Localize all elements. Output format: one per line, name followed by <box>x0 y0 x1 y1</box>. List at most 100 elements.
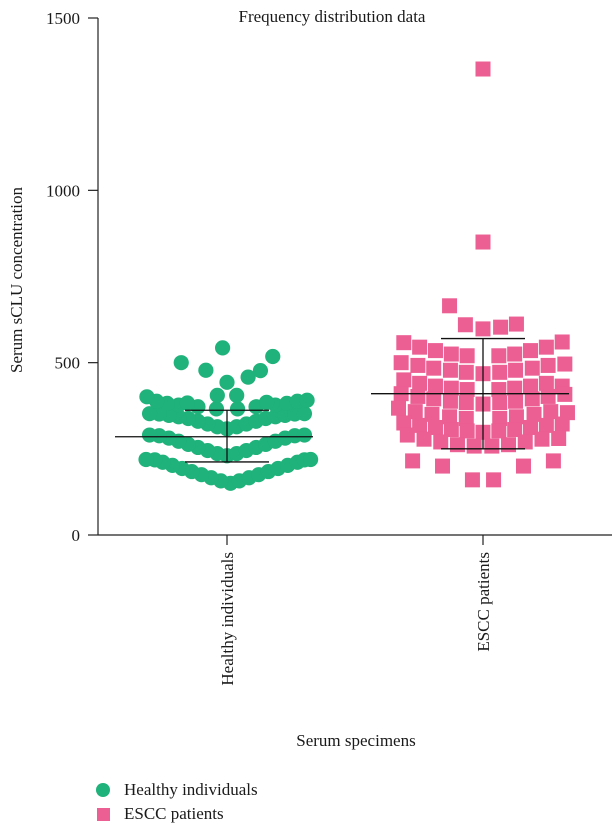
data-point-escc <box>507 380 523 396</box>
data-point-escc <box>458 364 474 380</box>
data-point-escc <box>464 472 480 488</box>
x-tick-label: Healthy individuals <box>218 552 237 686</box>
y-tick-label: 500 <box>55 354 81 373</box>
data-point-escc <box>523 378 539 394</box>
data-point-escc <box>393 355 409 371</box>
data-point-escc <box>449 437 465 453</box>
data-point-escc <box>407 404 423 420</box>
data-point-escc <box>559 405 575 421</box>
data-point-escc <box>507 422 523 438</box>
data-point-escc <box>491 423 507 439</box>
data-point-escc <box>443 380 459 396</box>
data-point-healthy <box>240 369 256 385</box>
data-point-escc <box>492 364 508 380</box>
data-point-escc <box>412 417 428 433</box>
data-point-escc <box>410 388 426 404</box>
data-point-escc <box>442 362 458 378</box>
data-point-escc <box>457 317 473 333</box>
data-point-escc <box>543 404 559 420</box>
data-point-escc <box>538 417 554 433</box>
data-point-healthy <box>215 340 231 356</box>
plot-area: 0 500 1000 1500 Healthy individuals ESCC pat… <box>46 9 612 686</box>
y-tick-label: 1000 <box>46 181 80 200</box>
data-point-healthy <box>208 401 225 417</box>
data-point-healthy <box>179 395 195 411</box>
data-point-healthy <box>229 387 245 404</box>
data-point-healthy <box>138 451 154 468</box>
data-point-escc <box>426 360 442 376</box>
data-point-escc <box>458 411 474 427</box>
data-point-healthy <box>141 406 158 422</box>
data-point-escc <box>433 434 449 450</box>
legend-circle-marker <box>96 783 110 797</box>
data-point-escc <box>459 423 475 439</box>
legend: Healthy individuals ESCC patients <box>96 778 258 826</box>
data-point-escc <box>534 431 550 447</box>
data-point-escc <box>491 382 507 398</box>
data-point-escc <box>491 348 507 364</box>
data-point-escc <box>443 346 459 362</box>
data-point-escc <box>424 406 440 422</box>
data-point-escc <box>508 409 524 425</box>
data-point-escc <box>492 411 508 427</box>
data-point-escc <box>554 334 570 350</box>
data-point-healthy <box>265 348 281 365</box>
data-point-escc <box>391 400 407 416</box>
data-point-escc <box>396 372 412 388</box>
data-point-escc <box>557 386 573 402</box>
data-point-escc <box>538 339 554 355</box>
data-point-escc <box>524 391 540 407</box>
data-point-escc <box>523 343 539 359</box>
legend-item-healthy: Healthy individuals <box>96 778 258 802</box>
data-point-escc <box>442 393 458 409</box>
data-point-escc <box>508 393 524 409</box>
data-point-escc <box>508 316 524 332</box>
x-axis-label: Serum specimens <box>296 731 415 750</box>
data-point-escc <box>410 357 426 373</box>
data-point-escc <box>459 348 475 364</box>
data-point-escc <box>396 415 412 431</box>
data-point-escc <box>540 357 556 373</box>
data-point-escc <box>523 419 539 435</box>
data-point-healthy <box>303 451 319 468</box>
data-point-escc <box>466 438 482 454</box>
data-point-escc <box>412 339 428 355</box>
data-point-escc <box>540 388 556 404</box>
y-tick-label: 1500 <box>46 9 80 28</box>
data-point-escc <box>507 346 523 362</box>
legend-label-escc: ESCC patients <box>124 804 224 823</box>
legend-item-escc: ESCC patients <box>96 802 258 826</box>
chart-title: Frequency distribution data <box>239 7 426 26</box>
data-point-escc <box>557 356 573 372</box>
data-point-escc <box>427 343 443 359</box>
data-point-escc <box>551 430 567 446</box>
y-axis-ticks: 0 500 1000 1500 <box>46 9 98 545</box>
data-point-healthy <box>299 392 315 408</box>
data-point-escc <box>524 360 540 376</box>
data-point-escc <box>458 395 474 411</box>
data-point-escc <box>492 395 508 411</box>
data-point-escc <box>427 419 443 435</box>
data-point-escc <box>517 434 533 450</box>
data-point-escc <box>442 298 458 314</box>
data-point-escc <box>493 319 509 335</box>
data-point-escc <box>486 472 502 488</box>
data-point-escc <box>412 375 428 391</box>
x-axis-ticks: Healthy individuals ESCC patients <box>218 535 493 686</box>
data-point-healthy <box>198 362 214 378</box>
data-point-escc <box>475 61 491 77</box>
data-point-escc <box>427 378 443 394</box>
error-bars <box>115 337 569 463</box>
data-point-escc <box>396 335 412 351</box>
data-point-escc <box>443 422 459 438</box>
data-point-escc <box>538 375 554 391</box>
data-point-escc <box>399 427 415 443</box>
data-point-healthy <box>209 387 225 404</box>
data-points <box>138 61 575 491</box>
data-point-escc <box>435 458 451 474</box>
data-point-escc <box>554 416 570 432</box>
data-point-healthy <box>296 427 313 443</box>
data-point-healthy <box>173 355 189 371</box>
data-point-healthy <box>141 427 158 443</box>
